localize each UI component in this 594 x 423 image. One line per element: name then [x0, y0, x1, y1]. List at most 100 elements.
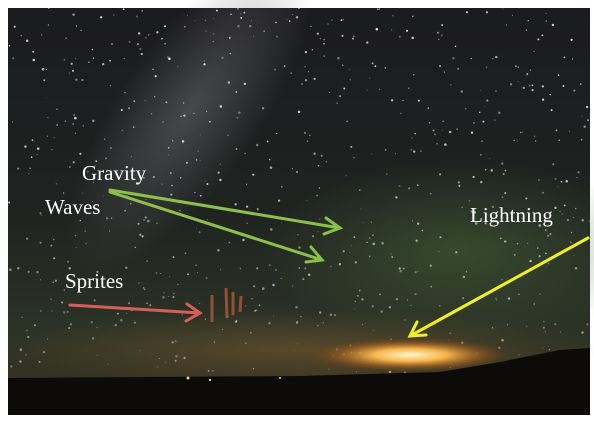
star: [359, 290, 361, 292]
star: [418, 100, 420, 102]
star: [456, 128, 458, 130]
star: [216, 10, 218, 12]
star: [395, 196, 397, 198]
star: [559, 139, 561, 141]
star: [245, 305, 246, 306]
star: [480, 90, 481, 91]
star: [213, 41, 214, 42]
star: [346, 121, 348, 123]
star: [200, 160, 201, 161]
star: [157, 366, 158, 367]
star: [312, 49, 313, 50]
star: [267, 141, 269, 143]
star: [298, 111, 301, 114]
star: [65, 120, 67, 122]
star: [341, 19, 343, 21]
star: [162, 296, 165, 299]
star: [212, 370, 214, 372]
star: [391, 29, 392, 30]
star: [326, 161, 327, 162]
star: [50, 245, 52, 247]
star: [420, 150, 422, 152]
star: [172, 140, 173, 141]
star: [165, 362, 166, 363]
star: [12, 122, 13, 123]
star: [415, 271, 417, 273]
star: [403, 267, 405, 269]
star: [298, 7, 300, 9]
star: [80, 220, 82, 222]
star: [319, 311, 321, 313]
star: [565, 180, 568, 183]
label-waves: Waves: [45, 195, 100, 219]
star: [34, 140, 35, 141]
star: [276, 133, 277, 134]
star: [406, 30, 408, 32]
star: [120, 319, 123, 322]
star: [539, 293, 540, 294]
star: [12, 57, 14, 59]
star: [29, 168, 30, 169]
star: [259, 304, 261, 306]
star: [237, 8, 239, 10]
star: [575, 208, 577, 210]
star: [542, 85, 544, 87]
star: [430, 193, 431, 194]
star: [307, 140, 309, 142]
star: [537, 247, 538, 248]
star: [563, 56, 565, 58]
star: [350, 146, 352, 148]
star: [125, 267, 128, 270]
star: [349, 69, 350, 70]
star: [501, 279, 503, 281]
star: [515, 65, 517, 67]
star: [473, 176, 475, 178]
star: [307, 200, 308, 201]
star: [518, 293, 520, 295]
star: [543, 321, 545, 323]
star: [85, 230, 86, 231]
star: [256, 267, 258, 269]
star: [577, 177, 578, 178]
star: [197, 272, 198, 273]
star: [245, 342, 246, 343]
star: [298, 267, 300, 269]
star: [396, 298, 399, 301]
star: [304, 132, 306, 134]
star: [548, 263, 550, 265]
star: [41, 34, 42, 35]
star: [28, 271, 30, 273]
star: [399, 185, 401, 187]
star: [33, 59, 36, 62]
star: [154, 96, 155, 97]
star: [429, 122, 431, 124]
star: [569, 131, 570, 132]
star: [21, 35, 22, 36]
star: [46, 69, 47, 70]
star: [389, 306, 391, 308]
star: [434, 133, 436, 135]
star: [320, 38, 321, 39]
star: [31, 156, 33, 158]
star: [128, 107, 130, 109]
star: [129, 41, 131, 43]
star: [517, 243, 519, 245]
star: [514, 254, 516, 256]
star: [327, 23, 329, 25]
star: [373, 330, 374, 331]
star: [310, 26, 311, 27]
star: [525, 198, 527, 200]
star: [97, 355, 98, 356]
star: [439, 173, 441, 175]
star: [466, 11, 468, 13]
star: [312, 235, 314, 237]
star: [381, 310, 383, 312]
star: [501, 162, 503, 164]
star: [136, 15, 138, 17]
star: [244, 83, 246, 85]
star: [380, 31, 381, 32]
star: [492, 327, 494, 329]
star: [532, 84, 534, 86]
star: [492, 58, 493, 59]
star: [199, 231, 201, 233]
